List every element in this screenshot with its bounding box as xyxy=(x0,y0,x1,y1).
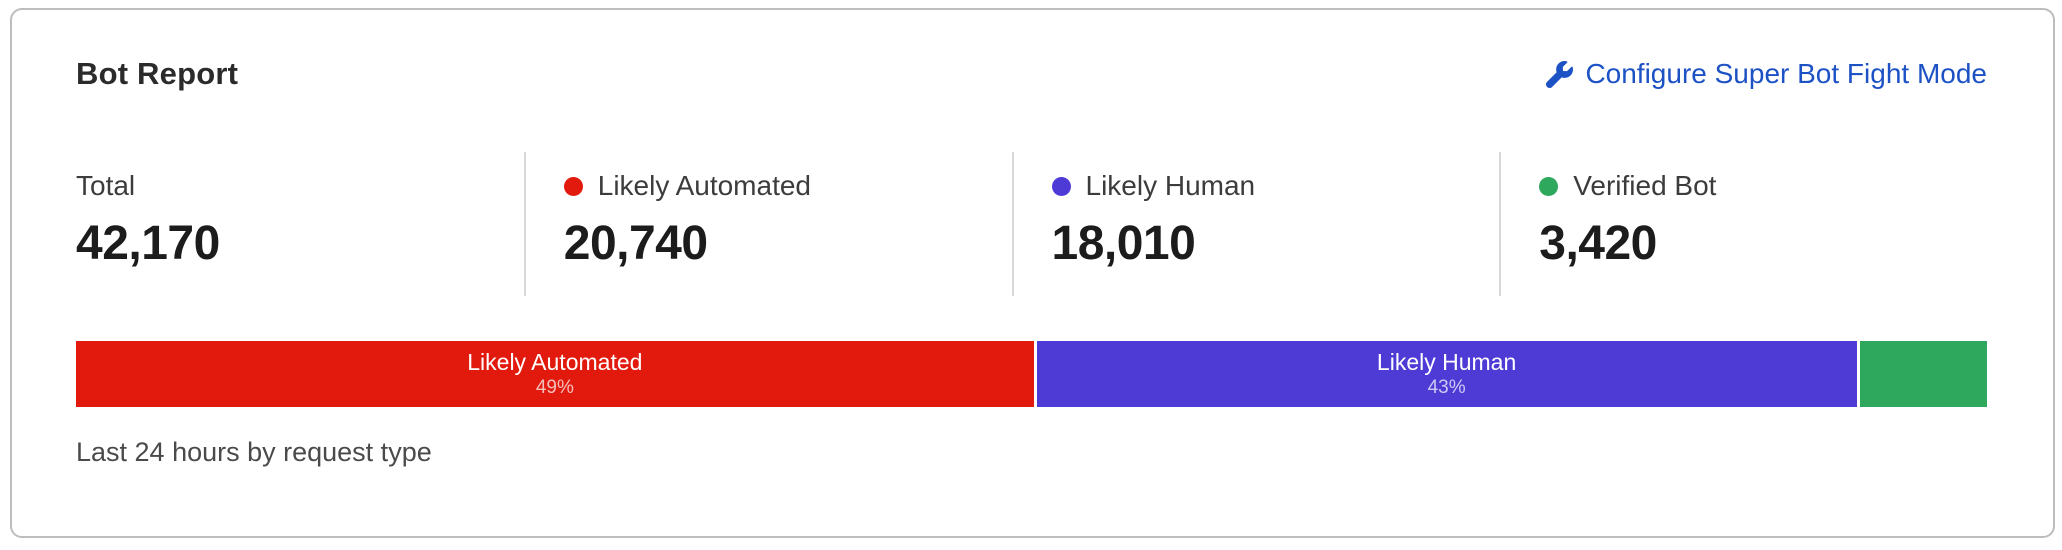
segment-label: Likely Automated xyxy=(467,349,643,375)
stat-likely-automated-value: 20,740 xyxy=(563,217,708,270)
segment-label: Likely Human xyxy=(1376,349,1517,375)
stat-likely-human: Likely Human 18,010 xyxy=(1011,152,1500,296)
time-range-caption: Last 24 hours by request type xyxy=(76,437,432,467)
stat-likely-automated-label: Likely Automated xyxy=(597,170,811,201)
wrench-icon xyxy=(1546,60,1574,88)
bar-segment-verified-bot xyxy=(1859,341,1988,407)
stat-verified-bot: Verified Bot 3,420 xyxy=(1499,152,1987,296)
stat-verified-bot-value: 3,420 xyxy=(1539,217,1657,270)
page-title: Bot Report xyxy=(76,56,239,91)
configure-link-label: Configure Super Bot Fight Mode xyxy=(1585,58,1987,89)
stat-total: Total 42,170 xyxy=(76,152,524,296)
stat-likely-automated: Likely Automated 20,740 xyxy=(523,152,1012,296)
verified-bot-dot-icon xyxy=(1539,176,1559,196)
stat-verified-bot-label: Verified Bot xyxy=(1573,170,1717,201)
bar-segment-likely-automated: Likely Automated 49% xyxy=(76,341,1034,407)
stats-row: Total 42,170 Likely Automated 20,740 Lik… xyxy=(76,152,1987,296)
segment-percent: 43% xyxy=(1427,377,1466,398)
bot-report-card: Bot Report Configure Super Bot Fight Mod… xyxy=(10,8,2055,538)
likely-automated-dot-icon xyxy=(563,176,583,196)
stat-verified-bot-label-row: Verified Bot xyxy=(1539,170,1987,202)
stat-total-value: 42,170 xyxy=(76,217,220,270)
request-type-stacked-bar: Likely Automated 49% Likely Human 43% xyxy=(76,341,1988,407)
stat-likely-automated-label-row: Likely Automated xyxy=(563,170,1012,202)
stat-total-label: Total xyxy=(76,170,136,201)
stat-likely-human-label-row: Likely Human xyxy=(1051,170,1500,202)
stat-likely-human-value: 18,010 xyxy=(1051,217,1196,270)
stat-total-label-row: Total xyxy=(76,170,524,202)
bar-segment-likely-human: Likely Human 43% xyxy=(1036,341,1857,407)
card-header: Bot Report Configure Super Bot Fight Mod… xyxy=(76,56,1987,92)
stat-likely-human-label: Likely Human xyxy=(1085,170,1256,201)
likely-human-dot-icon xyxy=(1051,176,1071,196)
configure-super-bot-fight-mode-link[interactable]: Configure Super Bot Fight Mode xyxy=(1546,58,1987,90)
segment-percent: 49% xyxy=(535,377,574,398)
